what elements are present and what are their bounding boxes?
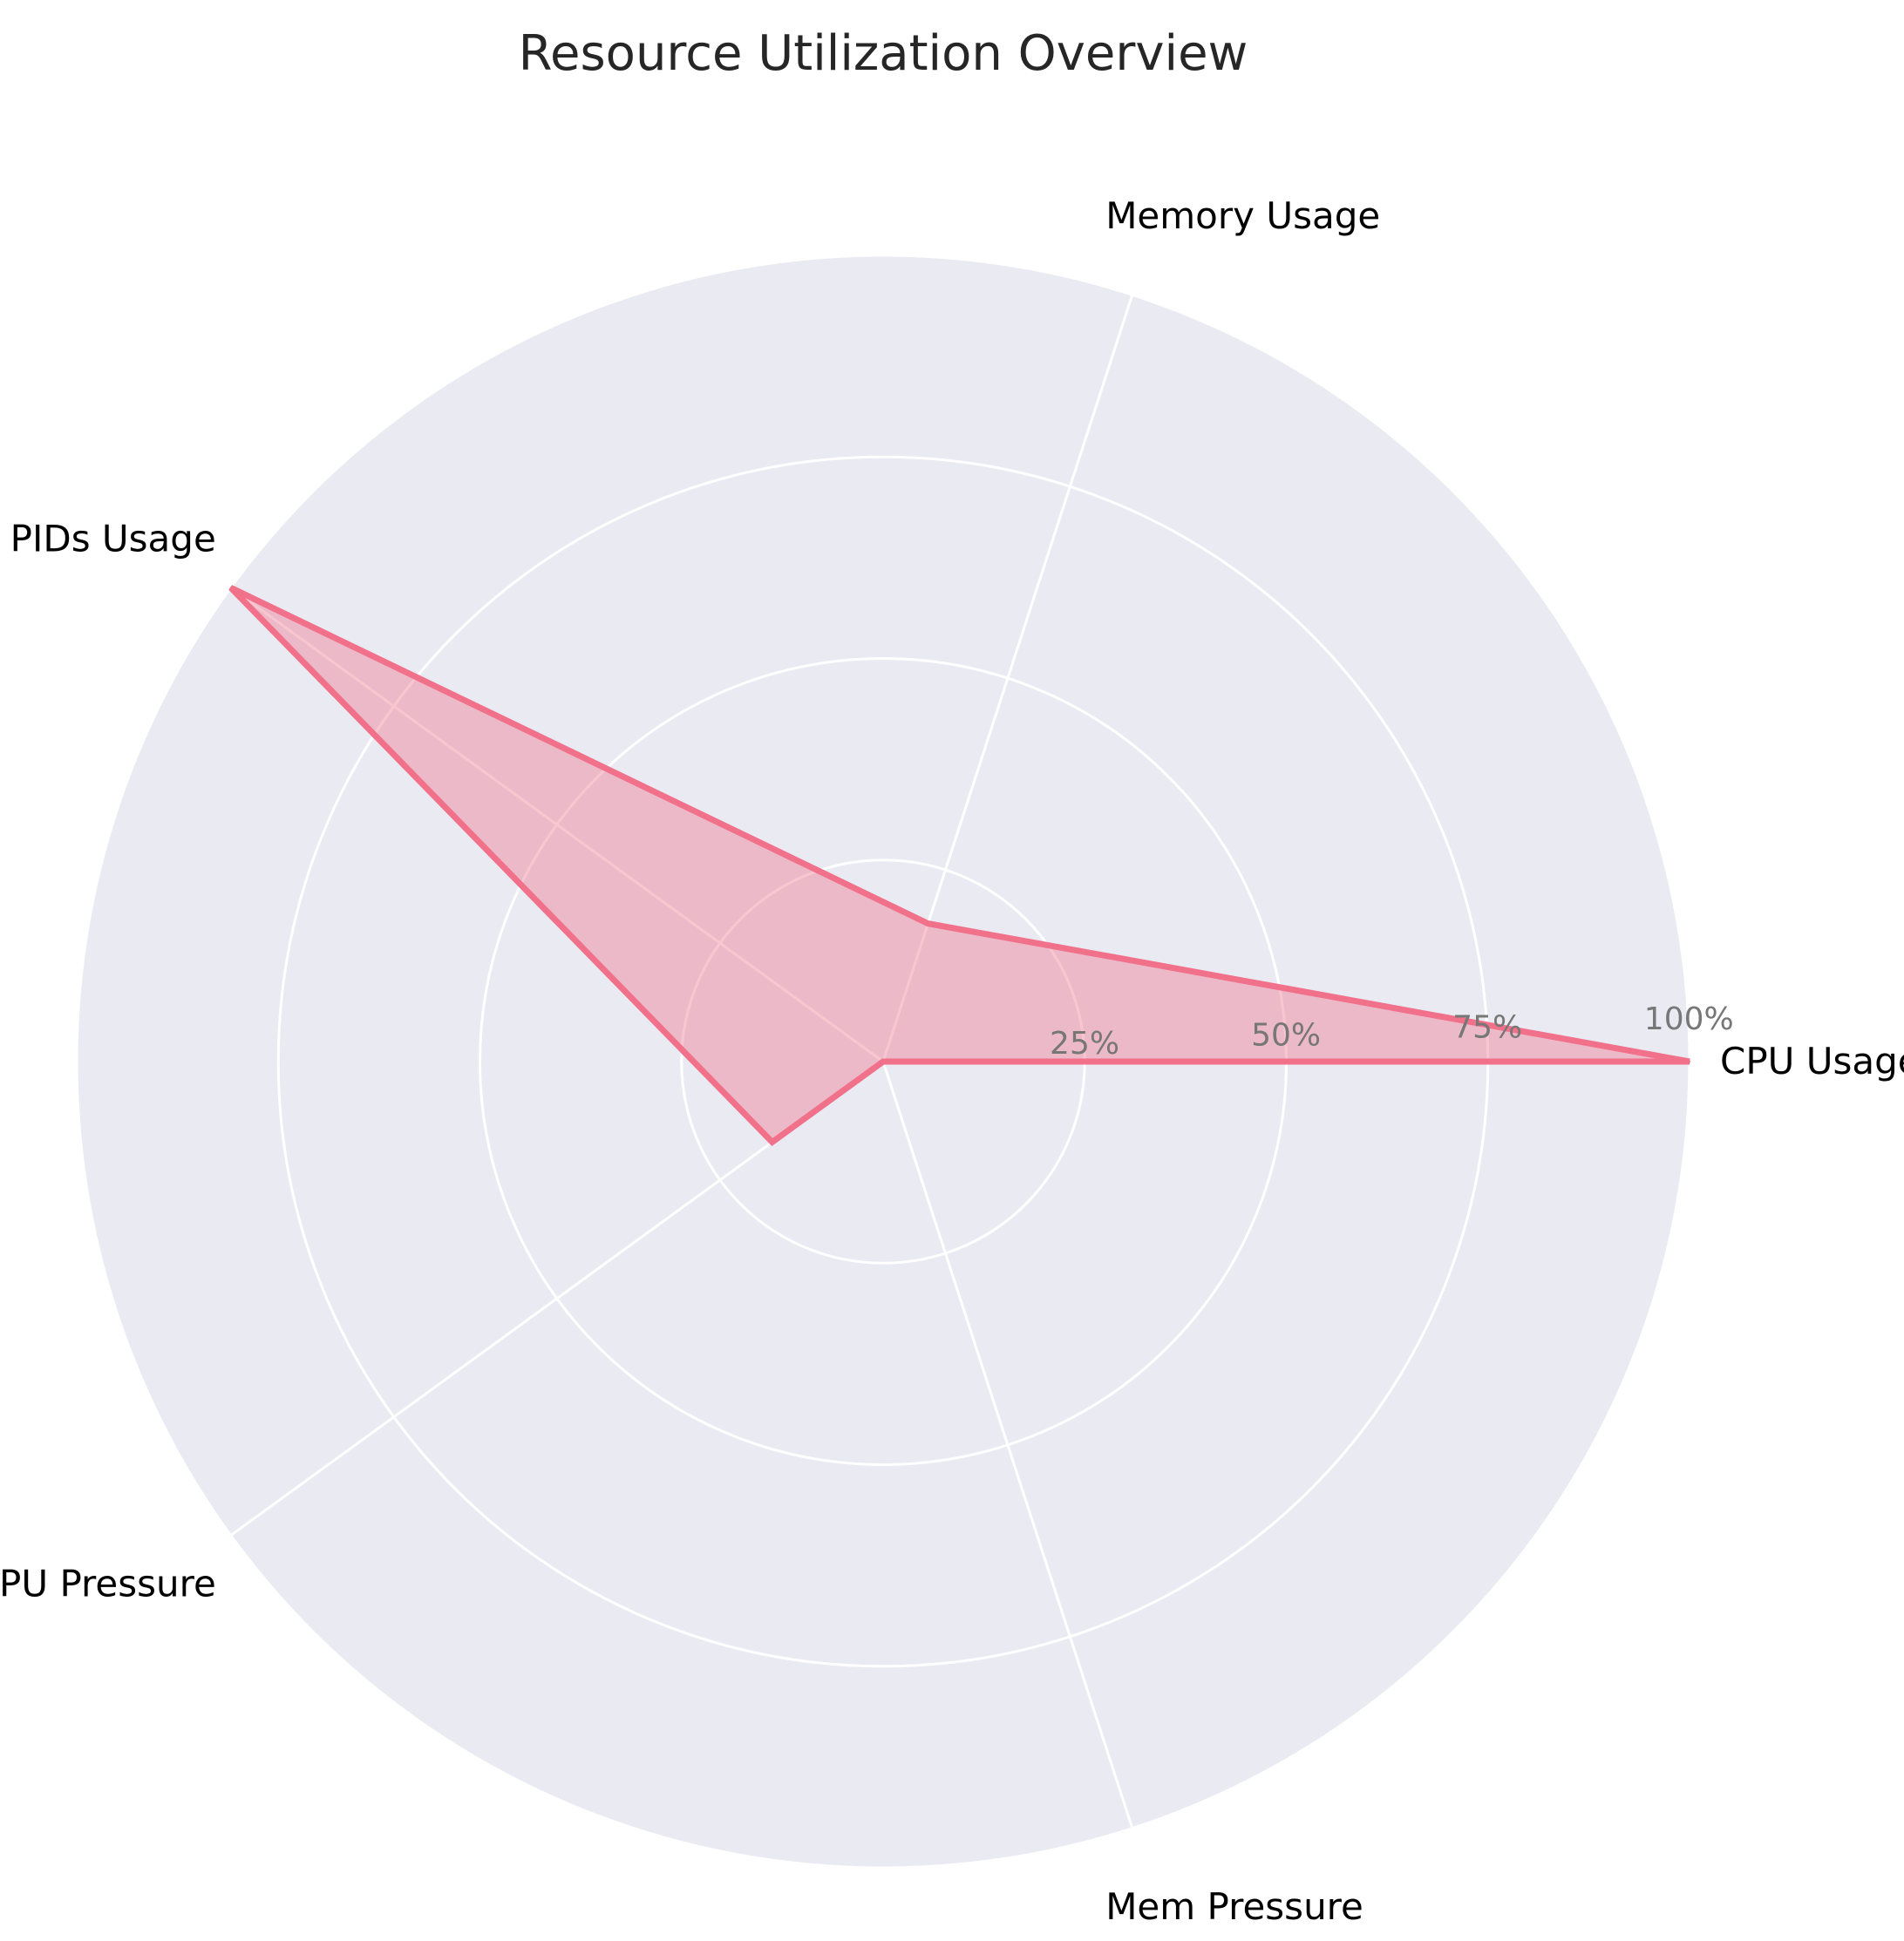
radial-tick-labels: 25% 50% 75% 100% bbox=[1050, 1001, 1734, 1062]
axis-labels: CPU Usage Memory Usage PIDs Usage CPU Press… bbox=[0, 194, 1904, 1928]
radial-tick-label: 50% bbox=[1251, 1018, 1321, 1054]
radial-tick-label: 100% bbox=[1644, 1001, 1734, 1037]
data-point bbox=[882, 1061, 884, 1062]
chart-title: Resource Utilization Overview bbox=[519, 25, 1248, 82]
series-group bbox=[228, 585, 1690, 1147]
axis-label: CPU Pressure bbox=[0, 1563, 216, 1605]
data-point bbox=[229, 587, 232, 589]
axis-label: CPU Usage bbox=[1720, 1040, 1904, 1082]
radial-tick-label: 75% bbox=[1452, 1009, 1522, 1045]
axis-label: Memory Usage bbox=[1105, 194, 1380, 237]
axis-label: Mem Pressure bbox=[1105, 1885, 1363, 1928]
axis-label: PIDs Usage bbox=[10, 517, 216, 560]
data-point bbox=[1689, 1061, 1690, 1062]
grid-spoke bbox=[881, 1061, 1134, 1829]
radial-tick-label: 25% bbox=[1050, 1026, 1119, 1062]
data-point bbox=[771, 1141, 773, 1144]
data-point bbox=[927, 922, 929, 925]
series-area bbox=[230, 587, 1690, 1143]
series-line bbox=[228, 585, 1690, 1147]
grid-spoke bbox=[881, 294, 1134, 1062]
grid-spoke bbox=[229, 587, 884, 1063]
